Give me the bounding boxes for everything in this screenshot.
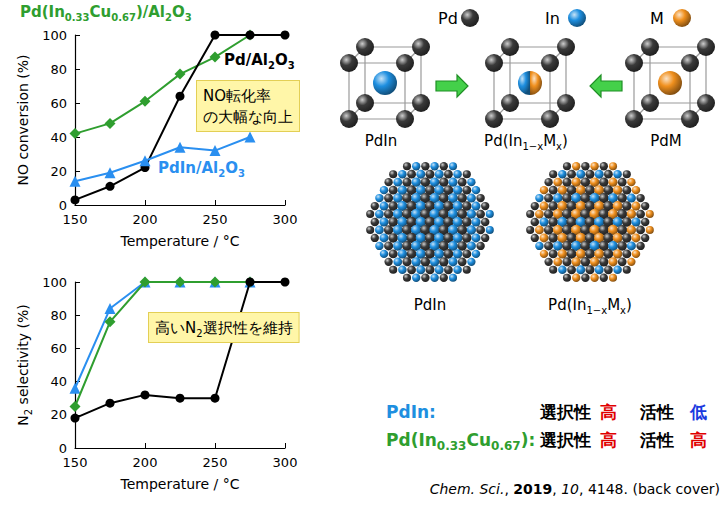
svg-text:150: 150 bbox=[63, 212, 88, 227]
svg-text:の大幅な向上: の大幅な向上 bbox=[203, 108, 293, 126]
svg-text:3: 3 bbox=[238, 168, 245, 179]
svg-text:活性: 活性 bbox=[639, 402, 674, 422]
svg-text:2: 2 bbox=[196, 327, 203, 339]
svg-text:60: 60 bbox=[50, 96, 67, 111]
svg-text:0.67: 0.67 bbox=[111, 12, 136, 23]
svg-text:0: 0 bbox=[59, 198, 67, 213]
svg-text:高: 高 bbox=[600, 402, 617, 422]
svg-text:300: 300 bbox=[273, 455, 298, 470]
svg-text:NO転化率: NO転化率 bbox=[203, 87, 271, 105]
svg-text:0.33: 0.33 bbox=[65, 12, 90, 23]
svg-text:PdM: PdM bbox=[650, 132, 682, 150]
svg-text:高: 高 bbox=[600, 430, 617, 450]
svg-text:100: 100 bbox=[42, 275, 67, 290]
svg-text:80: 80 bbox=[50, 308, 67, 323]
svg-text:200: 200 bbox=[133, 212, 158, 227]
svg-text:Temperature / °C: Temperature / °C bbox=[119, 233, 239, 249]
svg-text:2: 2 bbox=[165, 12, 172, 23]
svg-text:60: 60 bbox=[50, 341, 67, 356]
svg-text:Temperature / °C: Temperature / °C bbox=[119, 476, 239, 492]
svg-text:Pd: Pd bbox=[438, 9, 458, 28]
svg-text:20: 20 bbox=[50, 164, 67, 179]
svg-text:200: 200 bbox=[133, 455, 158, 470]
svg-text:250: 250 bbox=[203, 212, 228, 227]
svg-text:M: M bbox=[650, 9, 664, 28]
svg-text:PdIn: PdIn bbox=[365, 132, 398, 150]
svg-text:N: N bbox=[15, 415, 31, 425]
svg-text:300: 300 bbox=[273, 212, 298, 227]
svg-text:選択性を維持: 選択性を維持 bbox=[203, 319, 293, 337]
svg-text:150: 150 bbox=[63, 455, 88, 470]
svg-text:0: 0 bbox=[59, 441, 67, 456]
svg-text:高いN: 高いN bbox=[155, 319, 196, 337]
svg-text:O: O bbox=[225, 159, 238, 177]
svg-text:selectivity (%): selectivity (%) bbox=[15, 304, 31, 409]
svg-text:In: In bbox=[545, 9, 560, 28]
svg-text:高: 高 bbox=[690, 430, 707, 450]
svg-text:40: 40 bbox=[50, 130, 67, 145]
svg-text:Pd(In0.33Cu0.67):: Pd(In0.33Cu0.67): bbox=[386, 430, 535, 453]
svg-text:選択性: 選択性 bbox=[540, 430, 591, 450]
svg-text:250: 250 bbox=[203, 455, 228, 470]
svg-text:100: 100 bbox=[42, 28, 67, 43]
svg-text:Pd/Al: Pd/Al bbox=[224, 51, 268, 69]
svg-text:Cu: Cu bbox=[90, 3, 112, 21]
svg-text:活性: 活性 bbox=[639, 430, 674, 450]
svg-text:)/Al: )/Al bbox=[136, 3, 165, 21]
svg-text:3: 3 bbox=[185, 12, 192, 23]
svg-text:Chem. Sci., 2019, 10, 4148. (b: Chem. Sci., 2019, 10, 4148. (back cover) bbox=[430, 481, 720, 497]
svg-text:低: 低 bbox=[689, 402, 707, 422]
svg-text:Pd(In1−xMx): Pd(In1−xMx) bbox=[484, 132, 568, 152]
svg-text:20: 20 bbox=[50, 407, 67, 422]
svg-text:3: 3 bbox=[288, 60, 295, 71]
svg-text:O: O bbox=[172, 3, 185, 21]
svg-text:NO conversion (%): NO conversion (%) bbox=[15, 54, 31, 185]
svg-text:2: 2 bbox=[268, 60, 275, 71]
svg-text:Pd(In: Pd(In bbox=[20, 3, 65, 21]
svg-text:PdIn/Al: PdIn/Al bbox=[158, 159, 218, 177]
svg-text:O: O bbox=[275, 51, 288, 69]
svg-text:40: 40 bbox=[50, 374, 67, 389]
svg-text:2: 2 bbox=[218, 168, 225, 179]
svg-text:2: 2 bbox=[22, 408, 34, 416]
svg-text:PdIn: PdIn bbox=[414, 296, 447, 314]
svg-text:PdIn:: PdIn: bbox=[386, 402, 436, 422]
svg-text:選択性: 選択性 bbox=[540, 402, 591, 422]
svg-text:Pd(In1−xMx): Pd(In1−xMx) bbox=[548, 296, 632, 316]
svg-text:80: 80 bbox=[50, 62, 67, 77]
